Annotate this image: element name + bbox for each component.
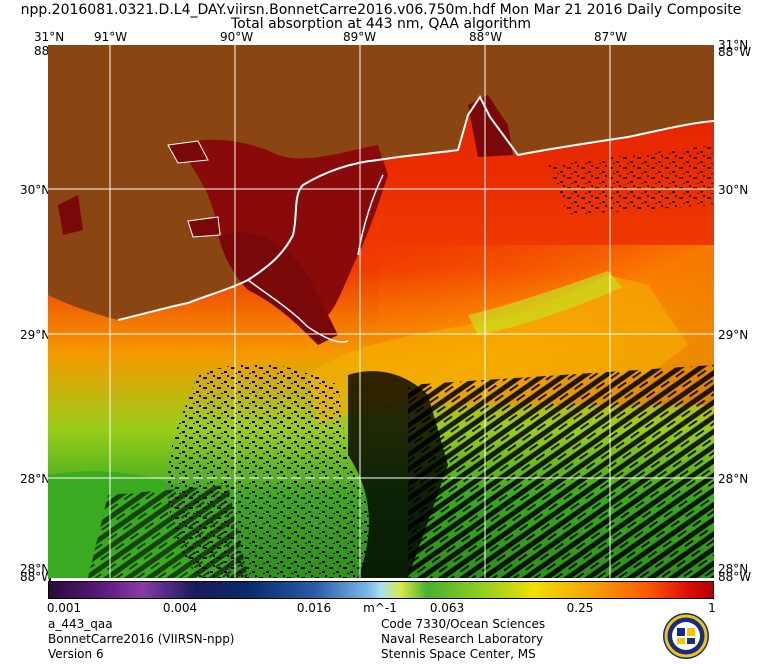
colorbar-tick-0.25: 0.25	[566, 601, 594, 615]
bottom-right-corner-lon-label: 88°W	[718, 570, 752, 584]
satellite-map	[48, 45, 714, 578]
footer-org-code: Code 7330/Ocean Sciences	[381, 617, 546, 631]
footer-product-name: a_443_qaa	[48, 617, 113, 631]
top-lon-label-89w: 89°W	[343, 30, 377, 44]
colorbar-tick-0.001: 0.001	[46, 601, 82, 615]
bottom-left-corner-lon-label: 88°W	[20, 570, 54, 584]
product-filename-title: npp.2016081.0321.D.L4_DAY.viirsn.BonnetC…	[20, 2, 742, 18]
right-lat-label-28n: 28°N	[718, 472, 749, 486]
right-lat-label-30n: 30°N	[718, 183, 749, 197]
footer-org-location: Stennis Space Center, MS	[381, 647, 536, 661]
left-lat-label-29n: 29°N	[20, 328, 51, 342]
colorbar-tick-0.063: 0.063	[429, 601, 465, 615]
nrl-seal-icon	[662, 612, 710, 660]
colorbar-tick-0.016: 0.016	[296, 601, 332, 615]
top-left-corner-lat-label: 31°N	[34, 30, 65, 44]
top-right-corner-lat-label: 31°N	[718, 38, 749, 52]
colorbar-tick-1: 1	[708, 601, 716, 615]
product-subtitle: Total absorption at 443 nm, QAA algorith…	[230, 16, 532, 32]
top-lon-label-88w: 88°W	[469, 30, 503, 44]
left-lat-label-28n: 28°N	[20, 472, 51, 486]
top-lon-label-91w: 91°W	[94, 30, 128, 44]
top-lon-label-87w: 87°W	[594, 30, 628, 44]
left-lat-label-30n: 30°N	[20, 183, 51, 197]
top-lon-label-90w: 90°W	[220, 30, 254, 44]
bottom-right-corner-lat-label: 28°N	[718, 562, 749, 576]
colorbar	[48, 581, 714, 599]
top-right-corner-lon-label: 88°W	[718, 45, 752, 59]
colorbar-tick-0.004: 0.004	[162, 601, 198, 615]
footer-region: BonnetCarre2016 (VIIRSN-npp)	[48, 632, 235, 646]
bottom-left-corner-lat-label: 28°N	[20, 562, 51, 576]
footer-org-name: Naval Research Laboratory	[381, 632, 544, 646]
colorbar-unit-label: m^-1	[363, 601, 397, 615]
right-lat-label-29n: 29°N	[718, 328, 749, 342]
footer-version: Version 6	[48, 647, 104, 661]
